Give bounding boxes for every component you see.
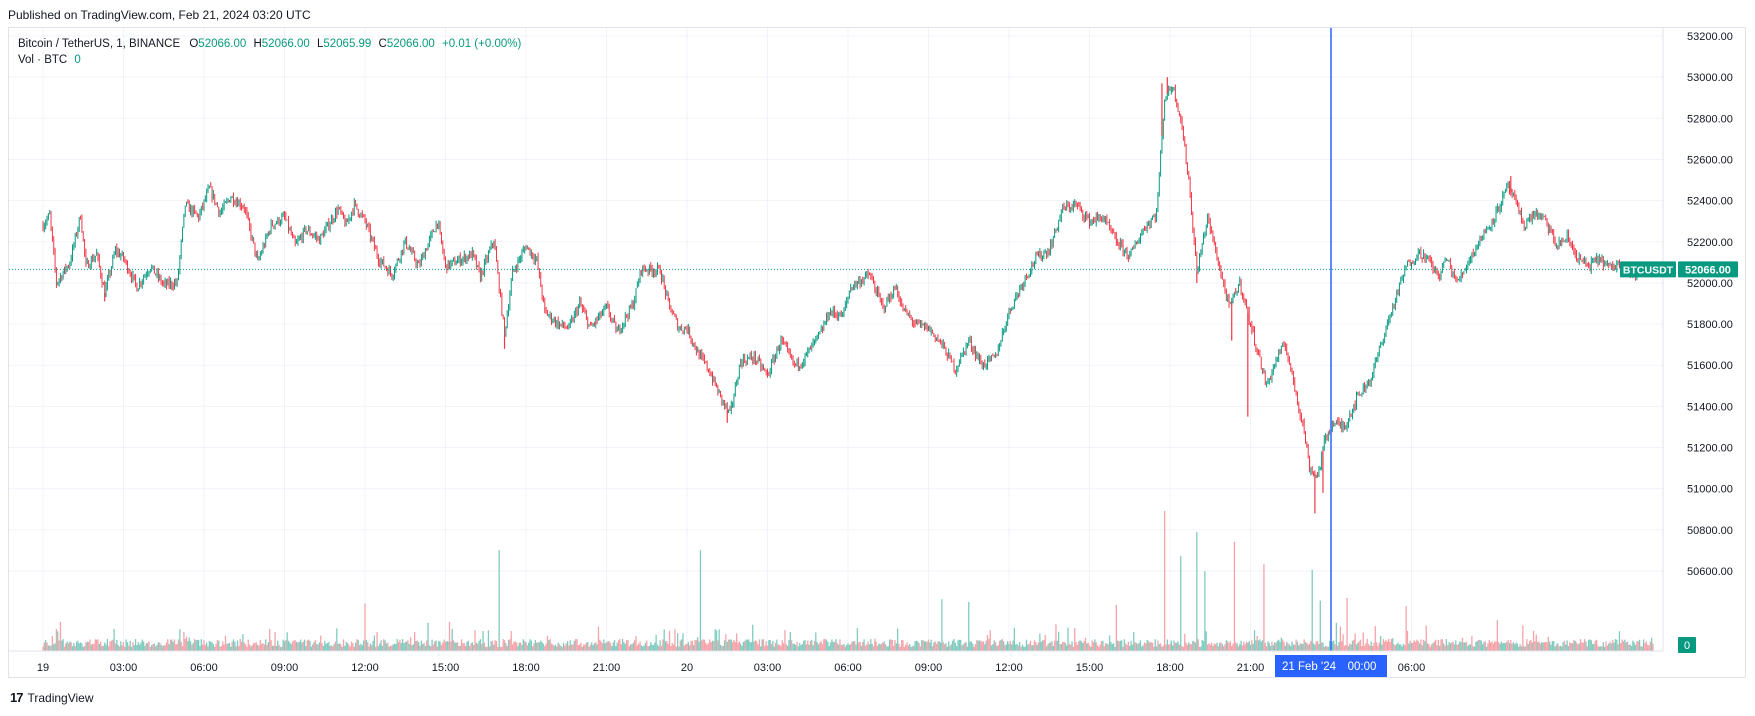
y-tick-label: 52600.00 xyxy=(1687,154,1733,166)
y-tick-label: 50600.00 xyxy=(1687,566,1733,578)
candles xyxy=(42,77,1654,514)
grid-lines xyxy=(9,28,1663,651)
y-tick-label: 51200.00 xyxy=(1687,443,1733,455)
x-tick-label: 09:00 xyxy=(915,662,943,674)
y-tick-label: 53000.00 xyxy=(1687,72,1733,84)
x-tick-label: 15:00 xyxy=(432,662,460,674)
y-tick-label: 50800.00 xyxy=(1687,525,1733,537)
volume-row: Vol · BTC 0 xyxy=(18,52,521,68)
volume-label[interactable]: Vol · BTC xyxy=(18,54,68,66)
volume-tag: 0 xyxy=(1684,640,1690,652)
y-tick-label: 51800.00 xyxy=(1687,319,1733,331)
close-value: 52066.00 xyxy=(386,38,435,50)
y-tick-label: 52000.00 xyxy=(1687,278,1733,290)
high-label: H xyxy=(253,38,262,50)
footer-brand[interactable]: 17 TradingView xyxy=(10,690,94,705)
published-note: Published on TradingView.com, Feb 21, 20… xyxy=(8,8,311,22)
x-tick-label: 21:00 xyxy=(593,662,621,674)
volume-value: 0 xyxy=(74,54,81,66)
low-label: L xyxy=(316,38,324,50)
open-value: 52066.00 xyxy=(198,38,247,50)
x-tick-label: 20 xyxy=(681,662,693,674)
x-tick-label: 12:00 xyxy=(995,662,1023,674)
open-label: O xyxy=(189,38,199,50)
x-tick-label: 03:00 xyxy=(110,662,138,674)
x-tick-label: 12:00 xyxy=(351,662,379,674)
x-tick-label: 18:00 xyxy=(512,662,540,674)
x-tick-label: 19 xyxy=(37,662,49,674)
x-tick-label: 06:00 xyxy=(190,662,218,674)
y-tick-label: 51600.00 xyxy=(1687,360,1733,372)
axes: 53200.00 53000.00 52800.00 52600.00 52400.00… xyxy=(9,28,1738,677)
last-price-tag-bg xyxy=(1678,261,1738,278)
close-label: C xyxy=(378,38,387,50)
ohlc-row: Bitcoin / TetherUS, 1, BINANCE O52066.00… xyxy=(18,36,521,52)
symbol-tag-bg xyxy=(1620,261,1676,278)
brand-name: TradingView xyxy=(27,690,94,705)
y-tick-label: 52400.00 xyxy=(1687,196,1733,208)
volume-bars xyxy=(42,511,1654,651)
volume-tag-bg xyxy=(1678,637,1696,653)
x-tick-label: 06:00 xyxy=(834,662,862,674)
y-tick-label: 53200.00 xyxy=(1687,31,1733,43)
change-value: +0.01 (+0.00%) xyxy=(442,38,522,50)
x-tick-label: 15:00 xyxy=(1076,662,1104,674)
y-tick-label: 52800.00 xyxy=(1687,113,1733,125)
last-price-tag: 52066.00 xyxy=(1685,264,1731,276)
crosshair-time: 00:00 xyxy=(1348,661,1377,673)
low-value: 52065.99 xyxy=(323,38,372,50)
high-value: 52066.00 xyxy=(261,38,310,50)
chart-legend: Bitcoin / TetherUS, 1, BINANCE O52066.00… xyxy=(18,36,521,68)
y-tick-label: 52200.00 xyxy=(1687,237,1733,249)
x-tick-label: 21:00 xyxy=(1237,662,1265,674)
y-tick-label: 51400.00 xyxy=(1687,401,1733,413)
symbol-tag: BTCUSDT xyxy=(1623,264,1674,276)
x-tick-label: 03:00 xyxy=(754,662,782,674)
x-tick-label: 09:00 xyxy=(271,662,299,674)
x-tick-label: 06:00 xyxy=(1398,662,1426,674)
y-tick-label: 51000.00 xyxy=(1687,484,1733,496)
symbol-name[interactable]: Bitcoin / TetherUS, 1, BINANCE xyxy=(18,38,181,50)
crosshair-label-bg xyxy=(1275,655,1387,677)
x-tick-label: 18:00 xyxy=(1156,662,1184,674)
chart-frame[interactable] xyxy=(8,27,1746,678)
tradingview-logo-icon: 17 xyxy=(10,690,24,705)
crosshair-date: 21 Feb '24 xyxy=(1282,661,1337,673)
